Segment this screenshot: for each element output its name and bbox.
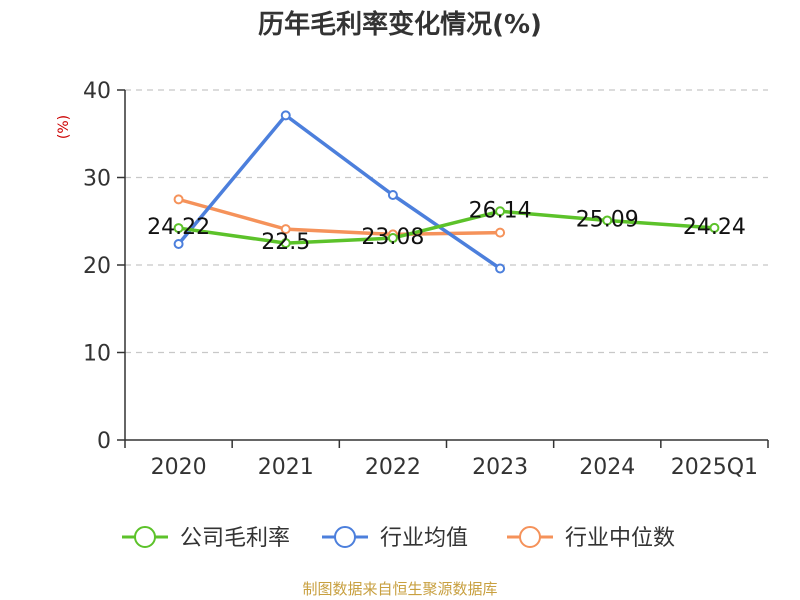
source-note: 制图数据来自恒生聚源数据库 <box>302 580 497 598</box>
data-label: 22.5 <box>261 230 310 255</box>
x-tick-label: 2024 <box>579 455 635 480</box>
tick-labels: 0 10 20 30 40 2020 2021 2022 2023 2024 2025Q1 <box>83 79 758 480</box>
legend-label: 公司毛利率 <box>180 526 290 551</box>
data-point <box>280 110 291 121</box>
data-label: 24.22 <box>147 215 210 240</box>
series-line-1 <box>177 113 502 270</box>
chart-title: 历年毛利率变化情况(%) <box>258 9 542 40</box>
x-tick-label: 2022 <box>365 455 421 480</box>
x-tick-label: 2023 <box>472 455 528 480</box>
legend-label: 行业中位数 <box>565 526 675 551</box>
data-point <box>495 206 506 217</box>
data-label: 25.09 <box>576 207 639 232</box>
data-labels: 24.22 22.5 23.08 26.14 25.09 24.24 <box>147 198 746 255</box>
data-point <box>173 239 184 249</box>
series-line-2 <box>178 197 501 237</box>
data-point <box>280 238 291 249</box>
grid <box>125 89 768 354</box>
legend-marker <box>334 526 356 548</box>
data-label: 23.08 <box>361 225 424 250</box>
x-tick-label: 2025Q1 <box>671 455 758 480</box>
data-point <box>495 227 506 238</box>
series-lines <box>173 110 720 274</box>
data-point <box>387 233 398 244</box>
y-tick-label: 20 <box>83 254 111 279</box>
y-tick-label: 0 <box>97 429 111 454</box>
axes <box>117 89 769 448</box>
legend-label: 行业均值 <box>380 526 468 551</box>
y-tick-label: 30 <box>83 167 111 192</box>
data-point <box>495 263 506 274</box>
data-label: 24.24 <box>683 215 746 240</box>
x-tick-label: 2020 <box>151 455 207 480</box>
data-label: 26.14 <box>469 198 532 223</box>
data-point <box>173 194 184 205</box>
y-tick-label: 40 <box>83 79 111 104</box>
data-point <box>173 223 184 234</box>
legend-marker <box>519 526 541 548</box>
data-point <box>387 190 398 200</box>
y-tick-label: 10 <box>83 342 111 367</box>
data-point <box>602 215 613 226</box>
legend: 公司毛利率 行业均值 行业中位数 <box>122 526 675 551</box>
data-point <box>280 224 291 235</box>
x-tick-label: 2021 <box>258 455 314 480</box>
y-axis-label: (%) <box>56 115 72 139</box>
series-line-0 <box>178 209 715 245</box>
legend-marker <box>134 526 156 548</box>
data-point <box>709 222 720 233</box>
